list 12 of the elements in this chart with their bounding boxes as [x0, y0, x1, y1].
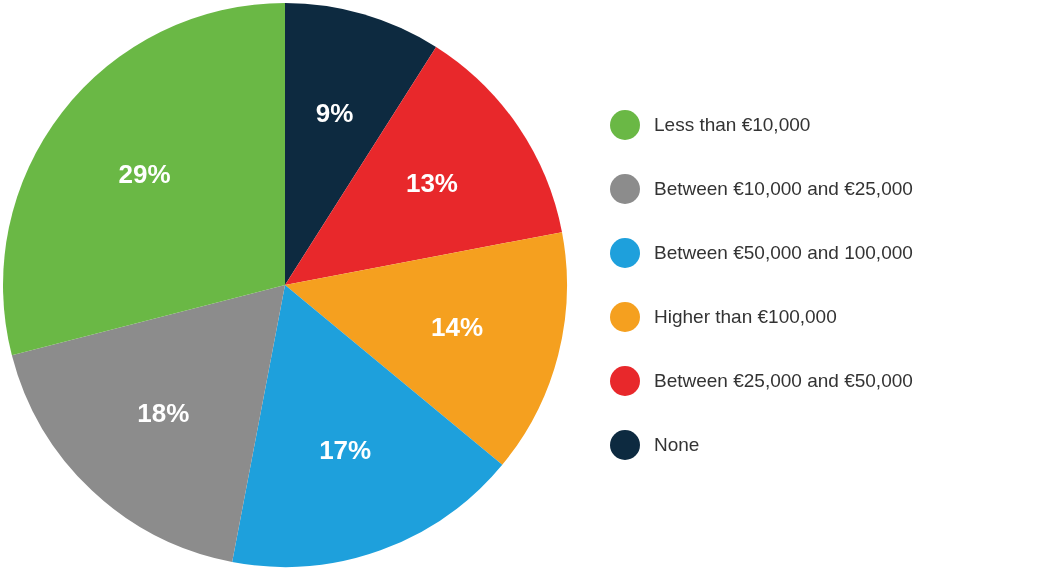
data-label: 9%: [315, 97, 354, 128]
legend-label: Between €10,000 and €25,000: [654, 178, 913, 200]
legend-label: None: [654, 434, 700, 456]
data-label: 14%: [431, 312, 484, 343]
legend-label: Less than €10,000: [654, 114, 811, 136]
data-label: 29%: [118, 159, 171, 190]
data-label: 18%: [137, 397, 190, 428]
data-label: 17%: [319, 435, 372, 466]
data-label: 13%: [405, 168, 458, 199]
legend-label: Between €50,000 and 100,000: [654, 242, 913, 264]
legend-label: Higher than €100,000: [654, 306, 837, 328]
legend-label: Between €25,000 and €50,000: [654, 370, 913, 392]
